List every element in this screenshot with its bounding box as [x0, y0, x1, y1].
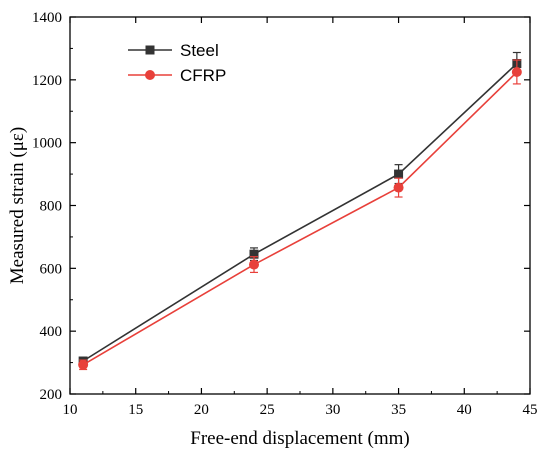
series-line [82, 62, 518, 362]
y-tick-label: 1400 [32, 10, 62, 26]
x-tick-label: 35 [391, 402, 406, 418]
x-tick-label: 10 [63, 402, 78, 418]
plot-frame [69, 16, 531, 395]
legend-label: Steel [180, 41, 219, 60]
y-tick-label: 200 [40, 387, 63, 403]
x-axis-ticks: 10 15 20 25 30 35 40 45 [63, 17, 538, 418]
data-point [393, 182, 404, 193]
x-axis-title: Free-end displacement (mm) [190, 428, 409, 449]
y-axis-ticks: 200 400 600 800 1000 1200 1400 [32, 10, 530, 403]
x-tick-label: 40 [457, 402, 472, 418]
x-tick-label: 20 [194, 402, 209, 418]
y-tick-label: 1200 [32, 73, 62, 89]
legend-item-cfrp: CFRP [128, 66, 226, 85]
x-tick-label: 15 [128, 402, 143, 418]
series-line [82, 71, 518, 366]
legend-label: CFRP [180, 66, 226, 85]
legend-item-steel: Steel [128, 41, 219, 60]
series-layer [78, 51, 522, 371]
legend-marker [145, 70, 155, 80]
y-tick-label: 800 [40, 199, 63, 215]
data-point [249, 259, 259, 270]
y-tick-label: 400 [40, 324, 63, 340]
x-tick-label: 30 [325, 402, 340, 418]
y-tick-label: 1000 [32, 136, 62, 152]
series-cfrp [78, 59, 522, 371]
y-tick-label: 600 [40, 261, 63, 277]
data-point [249, 249, 259, 259]
legend-marker [145, 45, 155, 55]
x-tick-label: 45 [523, 402, 538, 418]
x-tick-label: 25 [260, 402, 275, 418]
data-point [78, 359, 89, 370]
y-axis-title: Measured strain (με) [7, 127, 28, 284]
legend: Steel CFRP [128, 41, 226, 85]
plot-area [69, 16, 531, 395]
data-point [511, 66, 522, 77]
data-point [394, 169, 404, 179]
series-steel [78, 51, 522, 366]
